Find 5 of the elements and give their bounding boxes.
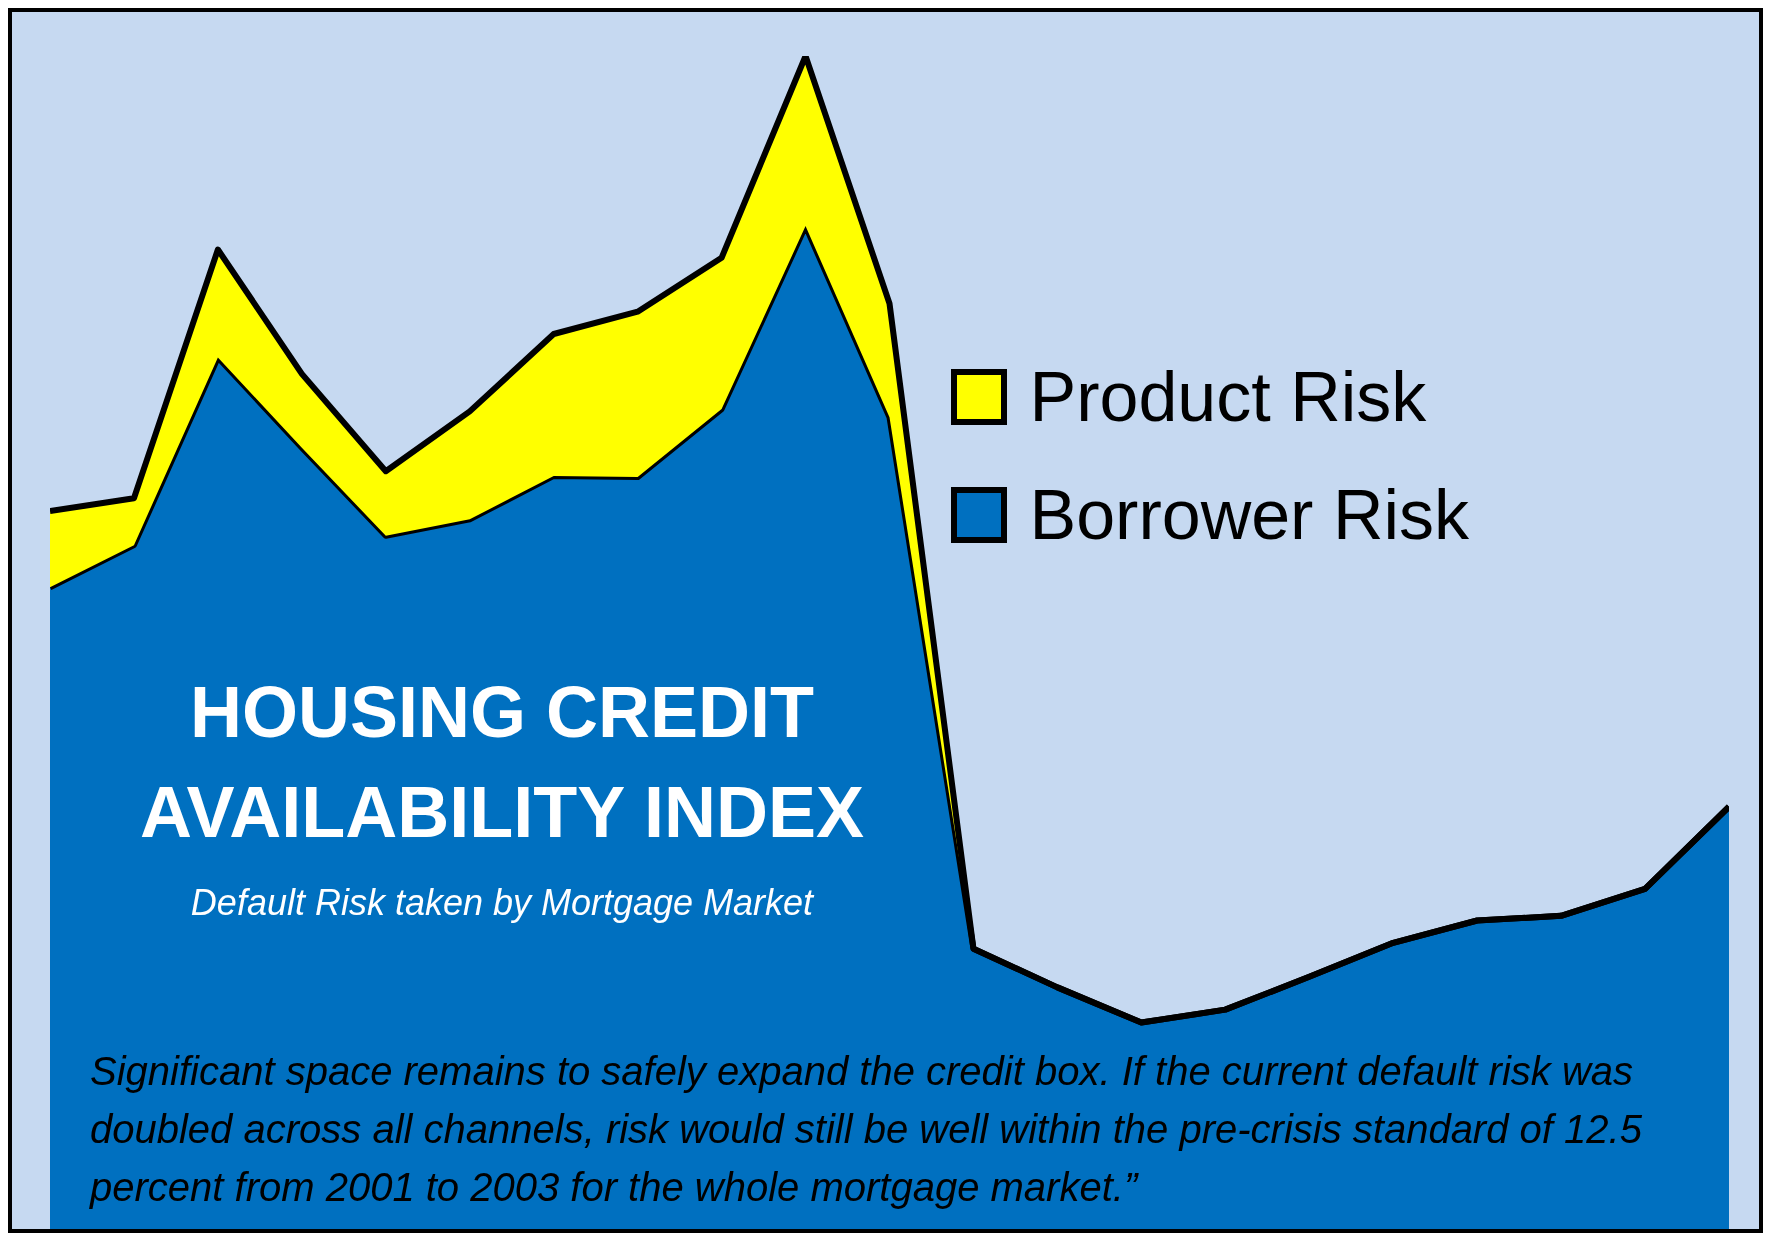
text: HOUSING CREDIT AVAILABILITY INDEX <box>138 671 865 854</box>
annotation: Significant space remains to safely expand the credit box. If the current default risk was doubled across all channels, risk would still be well within the pre-crisis standard of 12.5 percent from 2001 to 2003 for the whole mortgage market.” <box>90 1048 1643 1211</box>
legend-label: Product Risk <box>1029 357 1427 437</box>
legend-label: Borrower Risk <box>1029 475 1469 555</box>
text: Default Risk taken by Mortgage Market <box>189 882 816 924</box>
